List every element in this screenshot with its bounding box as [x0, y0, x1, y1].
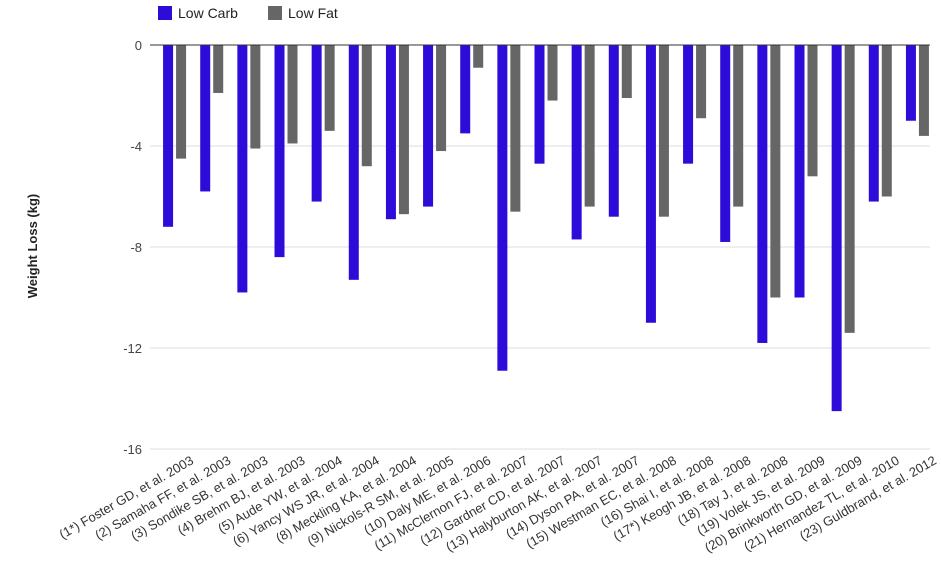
bar-low-fat	[287, 45, 298, 144]
y-tick-label: -16	[123, 442, 142, 457]
bar-low-carb	[200, 45, 211, 192]
x-axis-labels: (1*) Foster GD, et al. 2003(2) Samaha FF…	[57, 453, 939, 556]
bar-low-fat	[176, 45, 187, 159]
bar-low-carb	[534, 45, 545, 164]
bar-low-fat	[621, 45, 632, 99]
legend-label-low-carb: Low Carb	[178, 5, 238, 21]
bar-low-carb	[163, 45, 174, 227]
bars	[150, 44, 930, 412]
grid-lines	[150, 145, 930, 450]
bar-low-carb	[237, 45, 248, 293]
bar-low-fat	[398, 45, 409, 215]
bar-low-carb	[497, 45, 508, 371]
bar-low-fat	[584, 45, 595, 207]
legend-swatch-low-carb	[158, 6, 172, 20]
bar-low-carb	[348, 45, 359, 280]
bar-low-fat	[807, 45, 818, 177]
y-tick-label: -8	[130, 240, 142, 255]
y-tick-label: -4	[130, 139, 142, 154]
bar-low-carb	[423, 45, 434, 207]
bar-low-carb	[720, 45, 731, 242]
bar-low-carb	[683, 45, 694, 164]
bar-low-fat	[733, 45, 744, 207]
bar-low-carb	[831, 45, 842, 412]
legend: Low Carb Low Fat	[158, 5, 338, 21]
y-tick-label: 0	[135, 38, 142, 53]
bar-low-fat	[918, 45, 929, 136]
bar-low-carb	[905, 45, 916, 121]
legend-label-low-fat: Low Fat	[288, 5, 338, 21]
bar-low-fat	[436, 45, 447, 152]
bar-low-fat	[696, 45, 707, 119]
bar-low-carb	[868, 45, 879, 202]
bar-low-carb	[274, 45, 285, 258]
bar-low-fat	[881, 45, 892, 197]
bar-low-carb	[608, 45, 619, 217]
bar-low-carb	[385, 45, 396, 220]
bar-low-carb	[645, 45, 656, 323]
bar-low-carb	[757, 45, 768, 343]
bar-low-carb	[571, 45, 582, 240]
y-axis-title: Weight Loss (kg)	[25, 194, 40, 298]
bar-low-fat	[510, 45, 521, 212]
bar-low-fat	[770, 45, 781, 298]
bar-low-fat	[547, 45, 558, 101]
bar-low-fat	[213, 45, 224, 93]
bar-low-fat	[473, 45, 484, 68]
bar-low-carb	[460, 45, 471, 134]
legend-swatch-low-fat	[268, 6, 282, 20]
bar-low-fat	[844, 45, 855, 333]
y-tick-label: -12	[123, 341, 142, 356]
bar-low-fat	[250, 45, 261, 149]
bar-low-fat	[324, 45, 335, 131]
bar-low-carb	[794, 45, 805, 298]
bar-low-fat	[658, 45, 669, 217]
y-axis-ticks: 0 -4 -8 -12 -16	[123, 38, 142, 457]
bar-low-fat	[361, 45, 372, 167]
bar-low-carb	[311, 45, 322, 202]
